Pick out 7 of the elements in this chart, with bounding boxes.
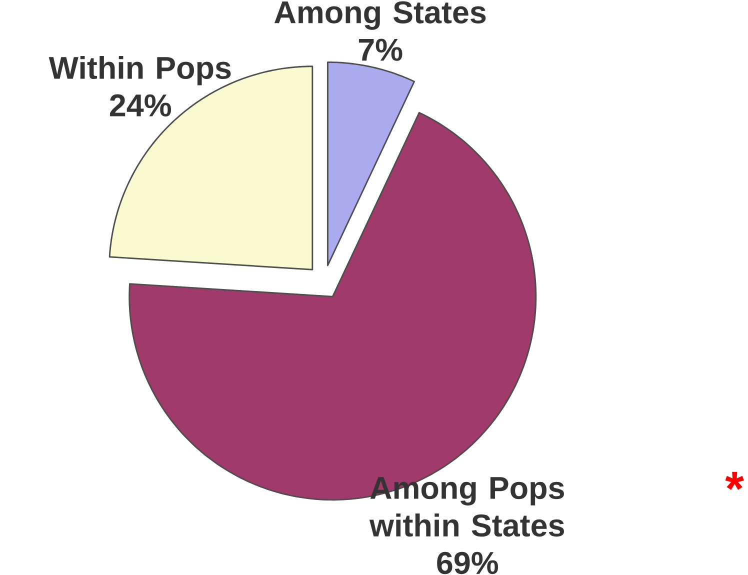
slice-label: Within Pops — [48, 56, 231, 86]
text: * — [725, 472, 744, 490]
data-label: 24% — [110, 94, 172, 116]
data-label: 7% — [358, 38, 402, 61]
slice-label: Among States — [274, 1, 486, 30]
data-label: 69% — [437, 552, 498, 574]
slice-label: Among Pops within States — [369, 476, 564, 536]
